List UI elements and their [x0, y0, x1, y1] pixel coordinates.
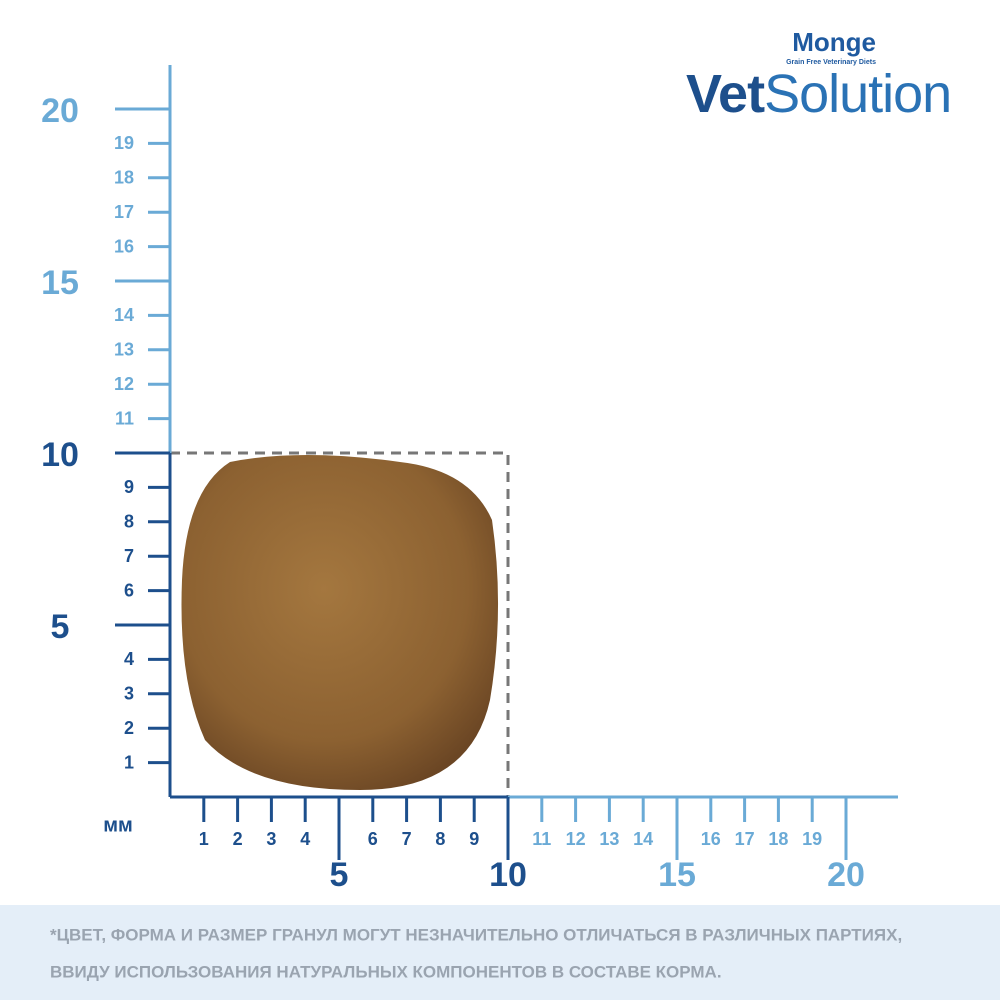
y-major-label: 15	[41, 264, 79, 302]
footnote-band	[0, 905, 1000, 1000]
x-major-label: 15	[658, 856, 696, 894]
product-bold: Vet	[686, 64, 765, 124]
y-minor-label: 4	[124, 649, 134, 669]
footnote-line: *ЦВЕТ, ФОРМА И РАЗМЕР ГРАНУЛ МОГУТ НЕЗНА…	[50, 925, 902, 944]
y-major-label: 10	[41, 436, 79, 474]
y-minor-label: 16	[114, 236, 134, 256]
brand: Monge	[792, 27, 876, 57]
y-major-label: 20	[41, 92, 79, 130]
x-minor-label: 8	[435, 829, 445, 849]
y-minor-label: 6	[124, 580, 134, 600]
x-minor-label: 17	[735, 829, 755, 849]
x-minor-label: 14	[633, 829, 653, 849]
y-major-label: 5	[51, 608, 70, 646]
x-minor-label: 4	[300, 829, 310, 849]
kibble	[181, 455, 499, 790]
y-minor-label: 11	[115, 408, 134, 428]
y-minor-label: 18	[114, 168, 134, 188]
unit-label: мм	[103, 814, 133, 836]
y-minor-label: 19	[114, 133, 134, 153]
y-minor-label: 17	[114, 202, 134, 222]
y-minor-label: 12	[114, 374, 134, 394]
x-minor-label: 18	[768, 829, 788, 849]
x-minor-label: 13	[599, 829, 619, 849]
x-minor-label: 12	[566, 829, 586, 849]
x-major-label: 10	[489, 856, 527, 894]
x-minor-label: 9	[469, 829, 479, 849]
size-box	[170, 451, 510, 797]
product-light: Solution	[764, 64, 951, 124]
x-minor-label: 19	[802, 829, 822, 849]
y-minor-label: 2	[124, 718, 134, 738]
x-minor-label: 2	[233, 829, 243, 849]
y-minor-label: 9	[124, 477, 134, 497]
y-minor-label: 1	[124, 752, 134, 772]
x-minor-label: 1	[199, 829, 209, 849]
x-minor-label: 16	[701, 829, 721, 849]
tagline: Grain Free Veterinary Diets	[786, 59, 876, 66]
y-minor-label: 7	[124, 546, 134, 566]
y-minor-label: 14	[114, 305, 134, 325]
x-minor-label: 7	[402, 829, 412, 849]
x-major-label: 20	[827, 856, 865, 894]
product-name: VetSolution	[686, 64, 951, 124]
y-minor-label: 8	[124, 512, 134, 532]
x-minor-label: 11	[532, 829, 551, 849]
y-minor-label: 13	[114, 340, 134, 360]
footnote-line: ВВИДУ ИСПОЛЬЗОВАНИЯ НАТУРАЛЬНЫХ КОМПОНЕН…	[50, 962, 722, 981]
y-minor-label: 3	[124, 684, 134, 704]
x-major-label: 5	[330, 856, 349, 894]
x-minor-label: 3	[266, 829, 276, 849]
x-minor-label: 6	[368, 829, 378, 849]
